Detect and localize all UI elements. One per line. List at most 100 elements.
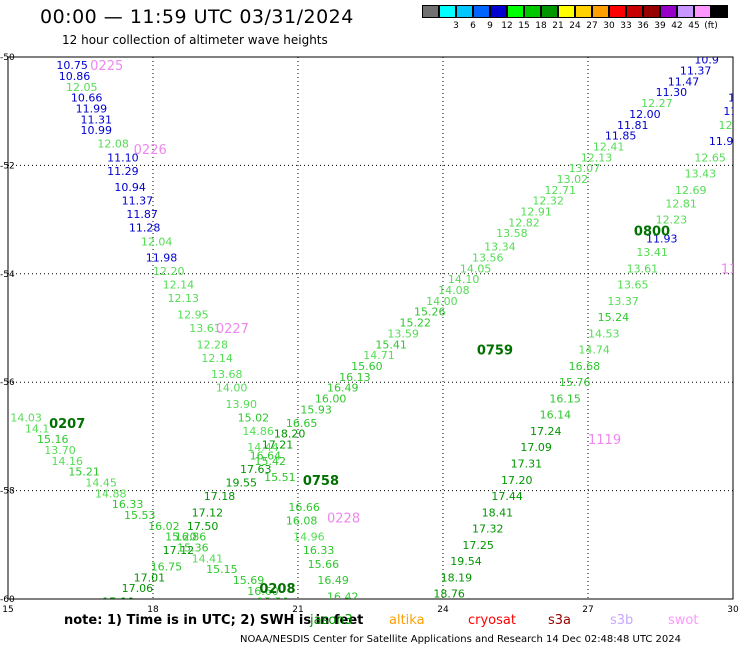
wave-height-label: 12.23 [656,214,688,227]
wave-height-label: 15.51 [264,471,296,484]
wave-height-label: 16.14 [540,409,572,422]
legend-swatch [609,5,626,18]
wave-height-label: 12.00 [629,108,661,121]
wave-height-label: 14.44 [247,441,279,454]
wave-height-label: 13.68 [211,368,243,381]
wave-height-label: 11.37 [723,105,740,118]
note-text: note: 1) Time is in UTC; 2) SWH is in fe… [64,613,364,628]
wave-height-label: 13.65 [617,279,649,292]
pass-time-label: 0225 [90,59,123,74]
wave-height-label: 11.30 [656,86,688,99]
wave-height-label: 13.58 [496,227,527,240]
wave-height-label: 11.91 [709,135,740,148]
wave-height-label: 11.10 [107,151,139,164]
wave-height-label: 12.20 [153,265,185,278]
pass-time-label: 112 [721,262,740,277]
wave-height-label: 12.28 [197,338,229,351]
y-tick-label: -60 [0,595,15,605]
wave-height-label: 14.10 [448,273,480,286]
wave-height-label: 13.43 [685,168,717,181]
wave-height-label: 11.85 [605,130,637,143]
wave-height-label: 14.03 [10,411,42,424]
wave-height-label: 17.06 [122,582,154,595]
wave-height-label: 10.99 [81,124,113,137]
wave-height-label: 11.87 [126,208,157,221]
wave-height-label: 11.99 [76,102,108,115]
pass-time-label: 0227 [216,322,249,337]
legend-swatch [592,5,609,18]
legend-swatch [490,5,507,18]
data-layer: 10.7510.8612.0510.6611.9911.3110.9912.08… [10,57,740,650]
wave-height-label: 12.82 [508,216,540,229]
wave-height-label: 15.22 [400,317,432,330]
wave-height-label: 17.44 [491,490,523,503]
wave-height-label: 15.53 [124,509,156,522]
wave-height-label: 18.19 [441,571,473,584]
wave-height-label: 11.29 [107,165,139,178]
y-tick-label: -54 [0,270,15,280]
legend-label: 18 [535,21,547,31]
y-tick-label: -50 [0,53,15,63]
wave-height-label: 19.54 [450,555,482,568]
wave-height-label: 16.42 [327,590,359,603]
pass-time-label: 0228 [327,512,360,527]
legend-label: 30 [603,21,615,31]
wave-height-label: 16.08 [286,514,318,527]
legend-swatch [422,5,439,18]
x-tick-label: 24 [437,605,449,615]
legend-label: 12 [501,21,513,31]
mission-cryosat: cryosat [468,613,516,628]
wave-height-label: 17.25 [462,539,494,552]
wave-height-label: 11.93 [646,233,678,246]
wave-height-label: 12.32 [532,195,564,208]
legend-swatch [643,5,660,18]
wave-height-label: 18.42 [44,639,76,650]
legend-label: 15 [518,21,530,31]
wave-height-label: 12.91 [520,205,552,218]
wave-height-label: 13.37 [607,295,639,308]
wave-height-label: 18.20 [274,428,306,441]
wave-height-label: 14.45 [85,476,117,489]
wave-height-label: 16.64 [250,449,282,462]
map-frame [7,56,734,600]
wave-height-label: 15.66 [308,558,340,571]
legend-label: 39 [654,21,666,31]
wave-height-label: 16.33 [303,544,335,557]
wave-height-label: 19.55 [226,476,258,489]
wave-height-label: 16.02 [148,520,180,533]
wave-height-label: 12.08 [97,138,128,151]
wave-height-label: 14.74 [578,344,610,357]
wave-height-label: 17.21 [262,439,294,452]
legend-swatch [507,5,524,18]
wave-height-label: 18.76 [433,588,465,601]
wave-height-label: 11.98 [146,252,178,265]
wave-height-label: 17.18 [204,490,236,503]
wave-height-label: 12.05 [66,81,98,94]
page-subtitle: 12 hour collection of altimeter wave hei… [62,33,328,47]
wave-height-label: 16.68 [569,360,601,373]
wave-height-label: 14.53 [588,327,620,340]
y-tick-label: -58 [0,487,15,497]
wave-height-label: 15.69 [233,574,265,587]
wave-height-label: 16.86 [175,531,207,544]
wave-height-label: 13.90 [226,398,258,411]
wave-height-label: 14.71 [363,349,395,362]
legend-label: 6 [470,21,476,31]
legend-label: 27 [586,21,598,31]
wave-height-label: 15.24 [598,311,630,324]
wave-height-label: 12.69 [675,184,707,197]
wave-height-label: 17.12 [163,544,195,557]
wave-height-label: 10.75 [56,59,87,72]
wave-height-label: 12.65 [694,151,726,164]
wave-height-label: 15.93 [300,403,332,416]
wave-height-label: 17.70 [61,628,93,641]
wave-height-label: 16.66 [288,501,320,514]
legend-label: 36 [637,21,649,31]
legend-swatch [473,5,490,18]
wave-height-label: 10.66 [71,92,103,105]
legend-label: 24 [569,21,581,31]
legend-label: 3 [453,21,459,31]
wave-height-label: 11.37 [122,195,154,208]
wave-height-label: 14.00 [216,382,248,395]
legend-swatch [575,5,592,18]
